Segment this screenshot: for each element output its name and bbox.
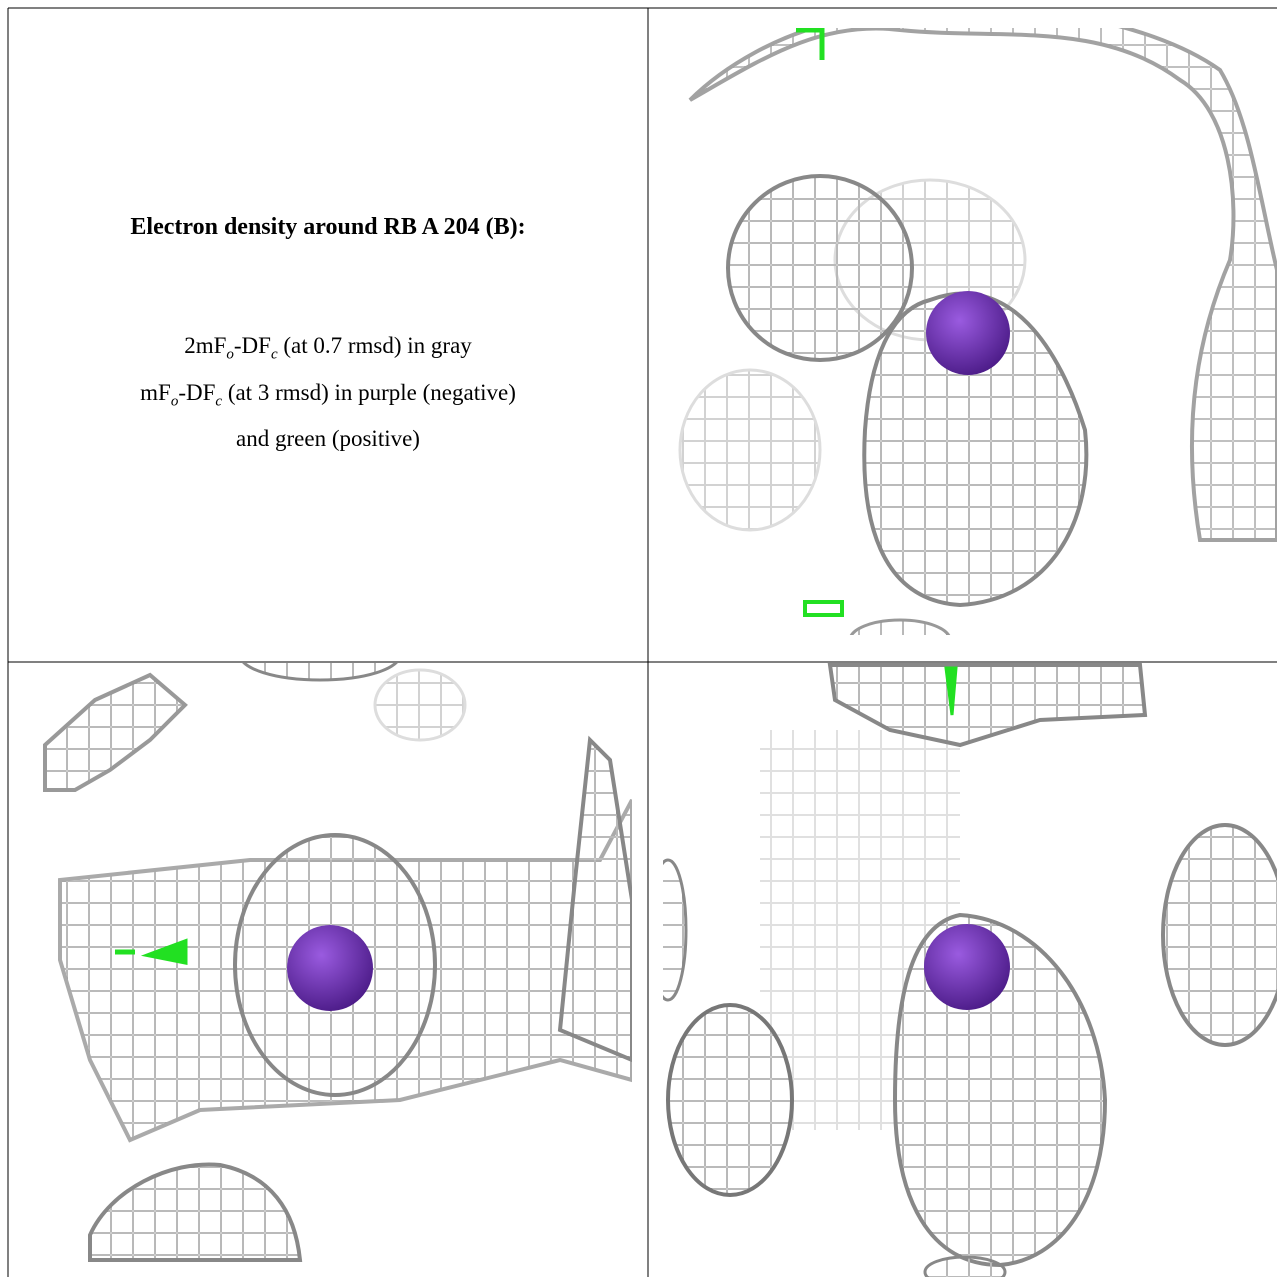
caption: Electron density around RB A 204 (B): 2m…	[9, 9, 647, 661]
legend-line: 2mFo-DFc (at 0.7 rmsd) in gray	[9, 327, 647, 374]
legend-subscript: o	[226, 346, 234, 363]
legend-text: -DF	[178, 379, 216, 405]
legend-text: -DF	[233, 333, 271, 358]
legend-text: (at 3 rmsd) in purple (negative)	[222, 379, 516, 405]
legend: 2mFo-DFc (at 0.7 rmsd) in gray mFo-DFc (…	[9, 327, 647, 458]
view-top-right	[678, 28, 1277, 635]
legend-text: (at 0.7 rmsd) in gray	[277, 333, 472, 358]
caption-title: Electron density around RB A 204 (B):	[130, 214, 526, 240]
view-bottom-left	[43, 663, 632, 1262]
legend-subscript: o	[170, 393, 179, 410]
legend-text: and green (positive)	[236, 426, 420, 452]
legend-line: and green (positive)	[9, 420, 647, 458]
legend-subscript: c	[215, 393, 223, 410]
panel-borders	[7, 7, 1277, 1277]
legend-line: mFo-DFc (at 3 rmsd) in purple (negative)	[9, 374, 647, 421]
legend-text: 2mF	[184, 333, 227, 358]
view-bottom-right	[663, 663, 1277, 1277]
legend-text: mF	[140, 379, 171, 405]
legend-subscript: c	[270, 346, 278, 363]
